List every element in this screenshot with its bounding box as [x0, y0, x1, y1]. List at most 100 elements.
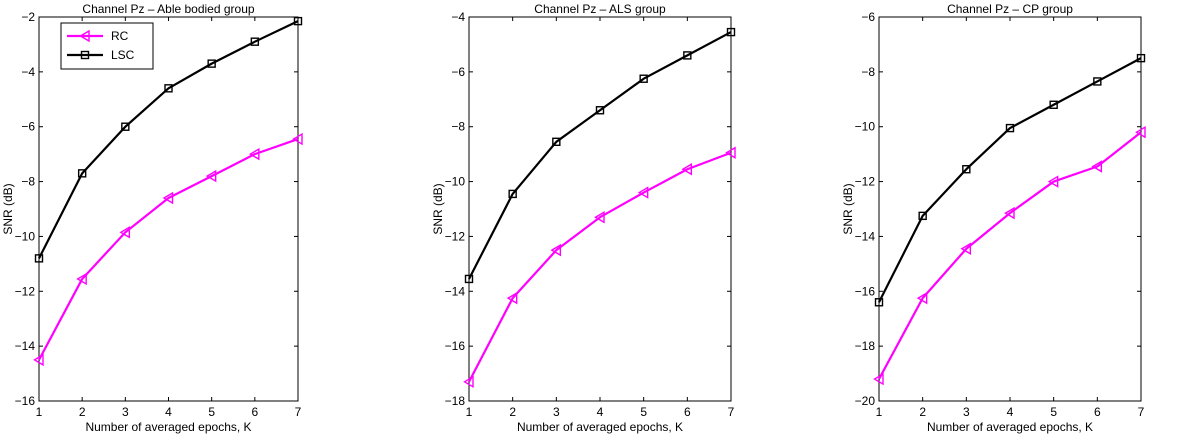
data-point-lsc	[1005, 123, 1015, 133]
series-line-rc	[38, 138, 299, 361]
data-point-rc	[550, 243, 562, 257]
data-point-rc	[33, 353, 44, 367]
x-tick-label: 2	[79, 405, 86, 419]
data-point-lsc	[918, 211, 927, 221]
data-point-lsc	[962, 165, 971, 174]
series-line-lsc	[38, 20, 299, 259]
data-point-rc	[162, 191, 174, 205]
y-tick-label: −8	[861, 65, 875, 79]
x-tick-label: 4	[1007, 405, 1014, 419]
x-tick-label: 4	[597, 405, 604, 419]
chart-panel-2: 1 2 3 4 5 6 7 −18 −16 −14 −12 −10 −8 −6 −4 Channel Pz –…	[431, 2, 736, 434]
legend-entry-lsc: LSC	[67, 48, 135, 62]
y-axis-label: SNR (dB)	[431, 183, 445, 234]
x-tick-label: 3	[553, 405, 560, 419]
data-point-rc	[506, 291, 518, 305]
data-point-lsc	[552, 137, 561, 147]
series-lsc	[34, 16, 303, 263]
data-point-rc	[916, 291, 928, 305]
data-point-rc	[119, 226, 131, 239]
data-point-rc	[205, 169, 217, 183]
legend-label: LSC	[111, 48, 135, 62]
y-tick-label: −16	[445, 339, 466, 353]
data-point-rc	[1091, 160, 1103, 173]
series-lsc	[464, 27, 736, 284]
data-point-rc	[248, 147, 260, 161]
data-point-lsc	[207, 59, 216, 68]
y-tick-label: −6	[451, 65, 465, 79]
x-tick-label: 4	[165, 405, 172, 419]
y-tick-label: −4	[21, 65, 35, 79]
y-tick-label: −14	[855, 229, 876, 243]
data-point-rc	[873, 372, 884, 386]
y-axis-label: SNR (dB)	[841, 183, 855, 234]
legend-box	[60, 22, 154, 70]
data-point-lsc	[508, 189, 517, 199]
data-point-lsc	[121, 122, 130, 131]
x-axis-label: Number of averaged epochs, K	[517, 420, 683, 434]
y-tick-label: −10	[855, 120, 876, 134]
x-tick-label: 6	[684, 405, 691, 419]
x-tick-label: 6	[1094, 405, 1101, 419]
y-tick-label: −4	[451, 10, 465, 24]
series-rc	[463, 146, 736, 389]
legend: RC LSC	[60, 22, 154, 70]
y-tick-label: −6	[21, 120, 35, 134]
legend-marker	[79, 29, 90, 43]
data-point-rc	[1004, 206, 1015, 220]
data-point-lsc	[683, 51, 692, 60]
legend-entry-rc: RC	[67, 29, 129, 43]
data-point-lsc	[874, 298, 884, 307]
x-tick-label: 5	[640, 405, 647, 419]
y-axis-label: SNR (dB)	[1, 183, 15, 234]
series-rc	[873, 125, 1146, 386]
chart-title: Channel Pz – ALS group	[534, 2, 666, 16]
data-point-lsc	[1136, 53, 1146, 63]
data-point-rc	[637, 186, 649, 199]
data-point-lsc	[1049, 100, 1058, 109]
data-point-rc	[292, 132, 303, 146]
data-point-lsc	[77, 169, 87, 178]
series-rc	[33, 132, 303, 367]
x-tick-label: 6	[251, 405, 258, 419]
plot-area	[38, 16, 299, 402]
x-tick-label: 2	[509, 405, 516, 419]
x-tick-label: 3	[963, 405, 970, 419]
data-point-rc	[594, 211, 605, 224]
x-tick-label: 5	[1050, 405, 1057, 419]
y-tick-label: −2	[21, 10, 35, 24]
y-tick-label: −12	[445, 229, 466, 243]
x-axis-label: Number of averaged epochs, K	[927, 420, 1093, 434]
data-point-rc	[725, 146, 736, 159]
data-point-lsc	[164, 84, 173, 93]
chart-title: Channel Pz – CP group	[947, 2, 1073, 16]
x-tick-label: 7	[295, 405, 302, 419]
y-tick-label: −8	[451, 120, 465, 134]
series-line-rc	[878, 131, 1142, 380]
y-tick-label: −14	[445, 284, 466, 298]
y-tick-label: −14	[15, 339, 36, 353]
x-tick-label: 1	[466, 405, 473, 419]
data-point-rc	[1135, 125, 1146, 139]
y-tick-label: −16	[855, 284, 876, 298]
y-tick-label: −18	[855, 339, 876, 353]
x-tick-label: 3	[122, 405, 129, 419]
data-point-rc	[960, 242, 972, 255]
chart-panel-3: 1 2 3 4 5 6 7 −20 −18 −16 −14 −12 −10 −8 −6 Channel Pz …	[841, 2, 1146, 434]
x-tick-label: 5	[208, 405, 215, 419]
legend-marker	[80, 50, 90, 60]
legend-label: RC	[111, 29, 129, 43]
x-tick-label: 1	[876, 405, 883, 419]
data-point-rc	[463, 375, 474, 389]
data-point-rc	[76, 272, 87, 286]
chart-title: Channel Pz – Able bodied group	[82, 2, 254, 16]
series-line-lsc	[878, 57, 1142, 303]
data-point-rc	[1047, 175, 1059, 188]
series-line-lsc	[468, 31, 732, 280]
plot-area	[468, 16, 732, 402]
y-tick-label: −16	[15, 394, 36, 408]
y-tick-label: −12	[15, 284, 36, 298]
x-tick-label: 1	[36, 405, 43, 419]
y-tick-label: −6	[861, 10, 875, 24]
